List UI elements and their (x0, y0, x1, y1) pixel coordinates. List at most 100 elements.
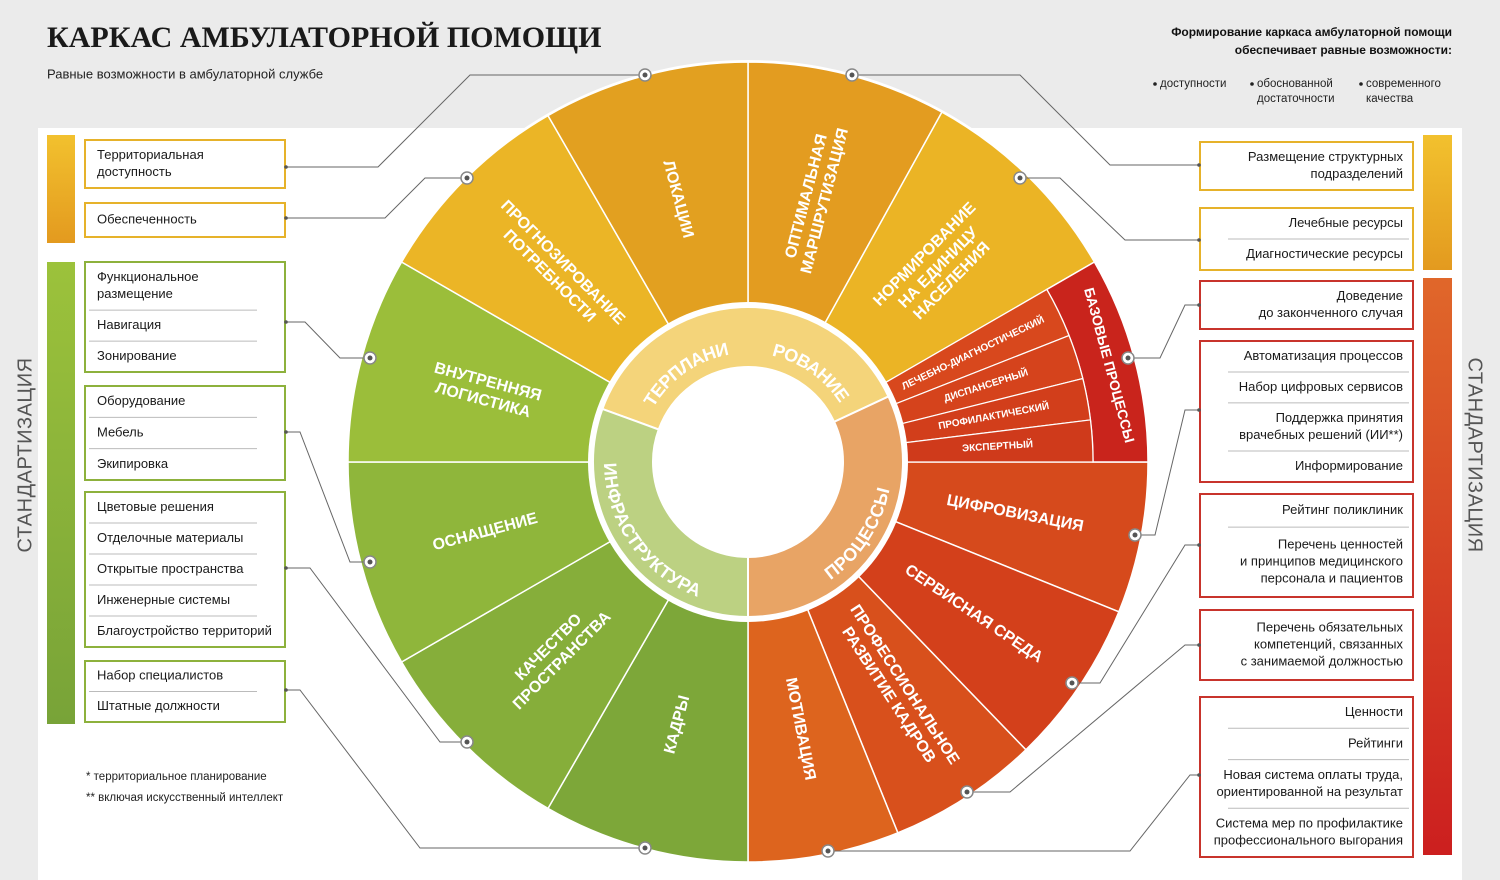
footnote: * территориальное планирование (86, 771, 267, 783)
intro-line: обеспечивает равные возможности: (1235, 43, 1452, 57)
bullet-text: качества (1366, 93, 1414, 105)
box-item: Экипировка (97, 456, 169, 471)
sub-sector-label: ЭКСПЕРТНЫЙ (962, 437, 1034, 454)
box-item: Цветовые решения (97, 499, 214, 514)
side-bar (47, 262, 75, 724)
bullet-dot (1359, 82, 1363, 86)
side-bar (47, 135, 75, 243)
connector-end (1197, 643, 1201, 647)
box-item: Рейтинги (1348, 735, 1403, 750)
connector-end (284, 688, 288, 692)
connector (286, 431, 370, 563)
connector-dot-core (642, 845, 648, 851)
connector (852, 74, 1199, 166)
box-item: Новая система оплаты труда, (1223, 767, 1403, 782)
box-item: Открытые пространства (97, 561, 244, 576)
box-item: Доведение (1337, 288, 1403, 303)
group-box (84, 385, 286, 481)
group-box (84, 202, 286, 238)
group-box (1199, 696, 1414, 858)
connector (1128, 304, 1199, 359)
connector-end (1197, 408, 1201, 412)
connector-end (284, 165, 288, 169)
box-item: Зонирование (97, 348, 177, 363)
box-item: Инженерные системы (97, 592, 230, 607)
box-item: Благоустройство территорий (97, 623, 272, 638)
connector-dot-core (642, 72, 648, 78)
connector (286, 177, 467, 219)
box-item: до законченного случая (1259, 305, 1403, 320)
box-item: Навигация (97, 317, 161, 332)
box-item: Набор специалистов (97, 668, 223, 683)
connector-end (1197, 303, 1201, 307)
connector-end (1197, 773, 1201, 777)
connector-dot-core (367, 355, 373, 361)
connector-dot-core (964, 789, 970, 795)
connector-dot-core (1132, 532, 1138, 538)
box-item: ориентированной на результат (1216, 784, 1403, 799)
box-item: Отделочные материалы (97, 530, 243, 545)
connector (1072, 544, 1199, 684)
box-item: Автоматизация процессов (1244, 348, 1403, 363)
side-bar (1423, 278, 1452, 855)
connector (286, 567, 467, 743)
box-item: Лечебные ресурсы (1289, 215, 1403, 230)
box-item: доступность (97, 164, 172, 179)
box-item: компетенций, связанных (1254, 636, 1403, 651)
connector-end (284, 566, 288, 570)
connector-end (284, 320, 288, 324)
box-item: Обеспеченность (97, 211, 197, 226)
box-item: и принципов медицинского (1240, 553, 1403, 568)
group-box (84, 491, 286, 648)
group-box (1199, 340, 1414, 483)
connector-dot-core (367, 559, 373, 565)
connector-end (1197, 163, 1201, 167)
connector-dot-core (1069, 680, 1075, 686)
intro-line: Формирование каркаса амбулаторной помощи (1171, 25, 1452, 39)
connector-end (284, 430, 288, 434)
box-item: с занимаемой должностью (1241, 653, 1404, 668)
box-item: Поддержка принятия (1276, 410, 1403, 425)
ring-segment (592, 407, 749, 619)
bullet-dot (1153, 82, 1157, 86)
connector-dot-core (464, 739, 470, 745)
box-item: Рейтинг поликлиник (1282, 502, 1403, 517)
side-label: СТАНДАРТИЗАЦИЯ (14, 357, 36, 552)
bullet-text: доступности (1160, 78, 1226, 90)
connector-end (1197, 238, 1201, 242)
bullet-text: достаточности (1257, 93, 1335, 105)
box-item: Штатные должности (97, 698, 220, 713)
box-item: Ценности (1345, 704, 1403, 719)
box-item: Перечень обязательных (1257, 619, 1404, 634)
connector-end (284, 216, 288, 220)
connector-dot-core (1017, 175, 1023, 181)
bullet-text: современного (1366, 78, 1441, 90)
box-item: Функциональное (97, 269, 199, 284)
box-item: Система мер по профилактике (1216, 816, 1403, 831)
bullet-dot (1250, 82, 1254, 86)
box-item: Мебель (97, 424, 144, 439)
box-item: персонала и пациентов (1261, 570, 1404, 585)
connector-dot-core (1125, 355, 1131, 361)
connector (1020, 177, 1199, 241)
subtitle: Равные возможности в амбулаторной службе (47, 66, 323, 81)
ring-segment (747, 395, 904, 619)
connector (286, 321, 370, 359)
box-item: Набор цифровых сервисов (1239, 379, 1403, 394)
connector (1135, 409, 1199, 536)
box-item: профессионального выгорания (1214, 833, 1403, 848)
side-label: СТАНДАРТИЗАЦИЯ (1464, 357, 1486, 552)
connector (967, 644, 1199, 793)
group-box (1199, 141, 1414, 191)
side-bar (1423, 135, 1452, 270)
connector-dot-core (464, 175, 470, 181)
ring-segment (601, 306, 890, 431)
group-box (1199, 609, 1414, 681)
box-item: размещение (97, 286, 173, 301)
box-item: подразделений (1311, 166, 1403, 181)
connector-end (1197, 543, 1201, 547)
connector-dot-core (825, 848, 831, 854)
box-item: Информирование (1295, 458, 1403, 473)
footnote: ** включая искусственный интеллект (86, 792, 284, 804)
